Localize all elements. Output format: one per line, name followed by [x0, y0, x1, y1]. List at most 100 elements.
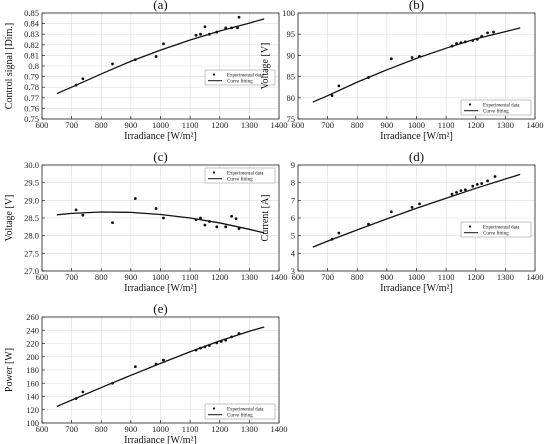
experimental-data-point: [199, 32, 202, 36]
experimental-data-point: [224, 338, 228, 342]
y-tick-label: 27.0: [24, 266, 39, 276]
y-axis-label: Voltage [V]: [260, 43, 271, 90]
experimental-data-point: [237, 227, 241, 231]
y-tick-label: 6: [291, 213, 295, 223]
y-tick-label: 100: [282, 8, 295, 18]
y-tick-label: 0.85: [24, 8, 39, 18]
y-tick-label: 0.79: [24, 72, 39, 82]
y-tick-label: 0.78: [24, 82, 39, 92]
y-tick-label: 0.84: [24, 19, 40, 29]
y-tick-label: 80: [287, 93, 296, 103]
x-tick-label: 1400: [271, 424, 288, 434]
experimental-data-point: [330, 237, 334, 241]
experimental-data-point: [492, 30, 495, 34]
experimental-data-point: [133, 58, 137, 62]
experimental-data-point: [219, 340, 223, 343]
experimental-data-point: [162, 216, 165, 220]
experimental-data-point: [81, 390, 85, 394]
experimental-data-point: [459, 41, 463, 45]
y-tick-label: 85: [287, 72, 296, 82]
curve-fitting-line: [312, 173, 521, 248]
legend-box: [460, 221, 532, 238]
legend-entry: Experimental data: [227, 407, 264, 412]
legend-entry: Curve fitting: [483, 110, 509, 115]
experimental-data-point: [133, 197, 137, 200]
experimental-data-point: [74, 83, 78, 87]
experimental-data-point: [463, 40, 467, 44]
y-tick-label: 5: [291, 231, 295, 241]
legend-marker-points: [212, 73, 216, 76]
x-axis-label: Irradiance [W/m²]: [124, 283, 197, 294]
legend-box: [204, 403, 276, 420]
x-tick-label: 700: [65, 424, 78, 434]
x-tick-label: 900: [125, 424, 138, 434]
experimental-data-point: [455, 42, 458, 45]
x-tick-label: 900: [381, 120, 394, 130]
x-axis-label: Irradiance [W/m²]: [380, 131, 453, 142]
x-tick-label: 1300: [241, 424, 258, 434]
x-tick-label: 1100: [182, 120, 199, 130]
experimental-data-point: [74, 208, 78, 212]
x-tick-label: 1400: [271, 272, 288, 282]
experimental-data-point: [230, 335, 234, 339]
curve-fitting-line: [312, 27, 521, 103]
x-axis-label: Irradiance [W/m²]: [124, 131, 197, 142]
y-tick-label: 240: [26, 325, 39, 335]
experimental-data-point: [111, 381, 114, 385]
experimental-data-point: [237, 15, 241, 19]
legend-entry: Experimental data: [483, 225, 520, 230]
legend-entry: Curve fitting: [227, 80, 253, 85]
chart-panel-5: (e) 600 700 800 900 1000 1100 1200 1300 1400 100 12…: [4, 301, 288, 444]
x-tick-label: 1200: [467, 272, 484, 282]
legend-entry: Curve fitting: [227, 178, 253, 183]
x-tick-label: 1200: [467, 120, 484, 130]
x-tick-label: 800: [351, 120, 364, 130]
legend-marker-points: [468, 225, 472, 228]
x-tick-label: 1300: [241, 272, 258, 282]
experimental-data-point: [486, 31, 489, 35]
legend-box: [460, 99, 532, 116]
y-tick-label: 75: [287, 114, 296, 124]
panel-label: (e): [153, 301, 167, 316]
x-tick-label: 600: [36, 272, 49, 282]
experimental-data-point: [480, 34, 484, 38]
x-tick-label: 600: [292, 272, 305, 282]
experimental-data-point: [463, 188, 467, 192]
experimental-data-point: [389, 210, 393, 214]
experimental-data-point: [234, 217, 238, 221]
experimental-data-point: [81, 213, 85, 217]
experimental-data-point: [471, 39, 475, 42]
experimental-data-point: [486, 179, 489, 183]
y-tick-label: 8: [291, 178, 295, 188]
experimental-data-point: [215, 341, 219, 345]
experimental-data-point: [471, 184, 475, 188]
x-tick-label: 1400: [271, 120, 288, 130]
experimental-data-point: [81, 77, 85, 81]
y-tick-label: 120: [26, 405, 39, 415]
legend: Experimental data Curve fitting: [460, 99, 532, 116]
x-tick-label: 1200: [211, 272, 228, 282]
legend-marker-points: [468, 103, 472, 106]
panel-label: (d): [409, 149, 424, 164]
y-tick-label: 0.77: [24, 93, 39, 103]
legend: Experimental data Curve fitting: [204, 403, 276, 420]
legend-entry: Experimental data: [227, 171, 264, 176]
legend-box: [204, 69, 276, 86]
x-tick-label: 1000: [408, 272, 425, 282]
experimental-data-point: [389, 57, 393, 61]
experimental-data-point: [230, 26, 234, 30]
x-tick-label: 1000: [408, 120, 425, 130]
experimental-data-point: [194, 218, 198, 222]
experimental-data-point: [455, 190, 458, 194]
experimental-data-point: [337, 231, 341, 235]
experimental-data-point: [203, 223, 207, 227]
experimental-data-point: [230, 214, 234, 218]
chart-panel-1: (a)600 700 800 900 1000 1100 1200 1300 14000.750…: [4, 0, 288, 142]
x-tick-label: 800: [95, 120, 108, 130]
y-tick-label: 260: [26, 312, 39, 322]
experimental-data-point: [207, 220, 211, 223]
legend-entry: Curve fitting: [483, 232, 509, 237]
experimental-data-point: [237, 332, 241, 335]
experimental-data-point: [236, 26, 239, 30]
